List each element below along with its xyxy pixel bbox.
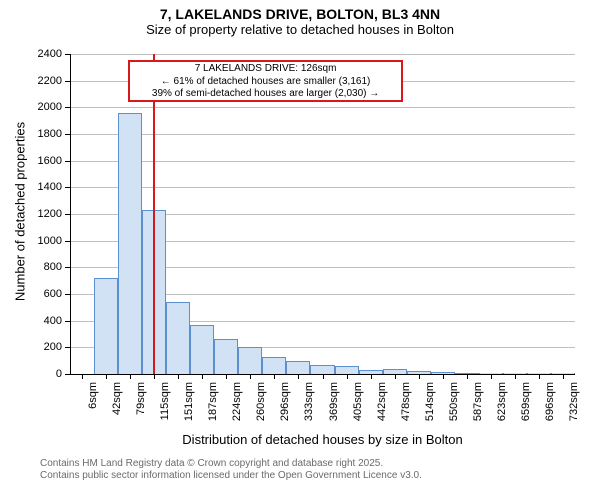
y-tick-label: 1000: [0, 235, 62, 247]
x-tick-mark: [178, 374, 179, 379]
x-tick-mark: [82, 374, 83, 379]
x-tick-mark: [491, 374, 492, 379]
x-tick-label: 405sqm: [352, 382, 364, 437]
grid-line: [70, 54, 575, 55]
x-tick-mark: [274, 374, 275, 379]
y-axis-line: [70, 54, 71, 374]
footer-line-2: Contains public sector information licen…: [40, 470, 422, 481]
x-tick-label: 623sqm: [496, 382, 508, 437]
y-tick-label: 2000: [0, 101, 62, 113]
x-axis-label: Distribution of detached houses by size …: [70, 432, 575, 447]
x-tick-label: 333sqm: [303, 382, 315, 437]
histogram-bar: [310, 365, 334, 374]
grid-line: [70, 187, 575, 188]
x-tick-mark: [539, 374, 540, 379]
y-tick-label: 2200: [0, 75, 62, 87]
x-tick-label: 115sqm: [159, 382, 171, 437]
x-tick-mark: [563, 374, 564, 379]
y-tick-label: 400: [0, 315, 62, 327]
x-tick-mark: [419, 374, 420, 379]
y-tick-label: 600: [0, 288, 62, 300]
grid-line: [70, 161, 575, 162]
x-tick-mark: [515, 374, 516, 379]
y-tick-label: 800: [0, 261, 62, 273]
x-tick-mark: [323, 374, 324, 379]
x-tick-label: 478sqm: [400, 382, 412, 437]
x-tick-mark: [202, 374, 203, 379]
grid-line: [70, 134, 575, 135]
x-tick-mark: [347, 374, 348, 379]
x-tick-label: 224sqm: [231, 382, 243, 437]
histogram-bar: [286, 361, 310, 374]
annotation-line: ← 61% of detached houses are smaller (3,…: [132, 76, 399, 89]
y-tick-label: 0: [0, 368, 62, 380]
histogram-bar: [238, 347, 262, 374]
y-tick-label: 1800: [0, 128, 62, 140]
y-tick-label: 1200: [0, 208, 62, 220]
y-tick-label: 1600: [0, 155, 62, 167]
y-axis-label: Number of detached properties: [13, 112, 28, 312]
chart-subtitle: Size of property relative to detached ho…: [0, 22, 600, 37]
x-tick-label: 79sqm: [135, 382, 147, 437]
x-tick-label: 6sqm: [87, 382, 99, 437]
x-tick-label: 587sqm: [472, 382, 484, 437]
x-tick-label: 151sqm: [183, 382, 195, 437]
chart-title: 7, LAKELANDS DRIVE, BOLTON, BL3 4NN: [0, 0, 600, 22]
x-tick-label: 42sqm: [111, 382, 123, 437]
x-tick-mark: [443, 374, 444, 379]
x-tick-mark: [154, 374, 155, 379]
x-tick-label: 696sqm: [544, 382, 556, 437]
x-tick-mark: [467, 374, 468, 379]
histogram-bar: [214, 339, 238, 374]
histogram-bar: [94, 278, 118, 374]
annotation-box: 7 LAKELANDS DRIVE: 126sqm← 61% of detach…: [128, 60, 403, 102]
x-tick-label: 442sqm: [376, 382, 388, 437]
histogram-bar: [166, 302, 190, 374]
histogram-bar: [262, 357, 286, 374]
annotation-line: 7 LAKELANDS DRIVE: 126sqm: [132, 63, 399, 76]
x-tick-label: 187sqm: [207, 382, 219, 437]
y-tick-label: 1400: [0, 181, 62, 193]
histogram-bar: [118, 113, 142, 374]
x-tick-mark: [250, 374, 251, 379]
x-tick-label: 369sqm: [328, 382, 340, 437]
x-tick-mark: [226, 374, 227, 379]
x-tick-mark: [371, 374, 372, 379]
x-tick-label: 732sqm: [568, 382, 580, 437]
footer-line-1: Contains HM Land Registry data © Crown c…: [40, 458, 383, 469]
x-tick-label: 659sqm: [520, 382, 532, 437]
x-tick-mark: [106, 374, 107, 379]
x-tick-mark: [298, 374, 299, 379]
x-tick-label: 260sqm: [255, 382, 267, 437]
x-tick-mark: [395, 374, 396, 379]
x-tick-mark: [130, 374, 131, 379]
grid-line: [70, 107, 575, 108]
y-tick-label: 200: [0, 341, 62, 353]
annotation-line: 39% of semi-detached houses are larger (…: [132, 88, 399, 101]
y-tick-label: 2400: [0, 48, 62, 60]
x-tick-label: 296sqm: [279, 382, 291, 437]
histogram-bar: [335, 366, 359, 374]
histogram-bar: [190, 325, 214, 374]
plot-area: 7 LAKELANDS DRIVE: 126sqm← 61% of detach…: [70, 54, 575, 374]
x-tick-label: 550sqm: [448, 382, 460, 437]
x-tick-label: 514sqm: [424, 382, 436, 437]
